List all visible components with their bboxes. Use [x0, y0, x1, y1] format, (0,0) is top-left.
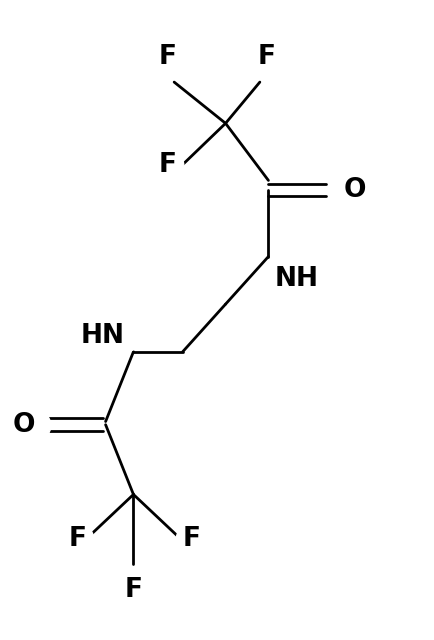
- Text: F: F: [125, 577, 142, 603]
- Text: F: F: [159, 44, 177, 70]
- Text: F: F: [257, 44, 275, 70]
- Text: NH: NH: [275, 266, 319, 292]
- Text: O: O: [343, 177, 366, 203]
- Text: F: F: [69, 526, 87, 552]
- Text: F: F: [159, 152, 177, 177]
- Text: HN: HN: [81, 323, 125, 349]
- Text: O: O: [13, 412, 35, 438]
- Text: F: F: [182, 526, 201, 552]
